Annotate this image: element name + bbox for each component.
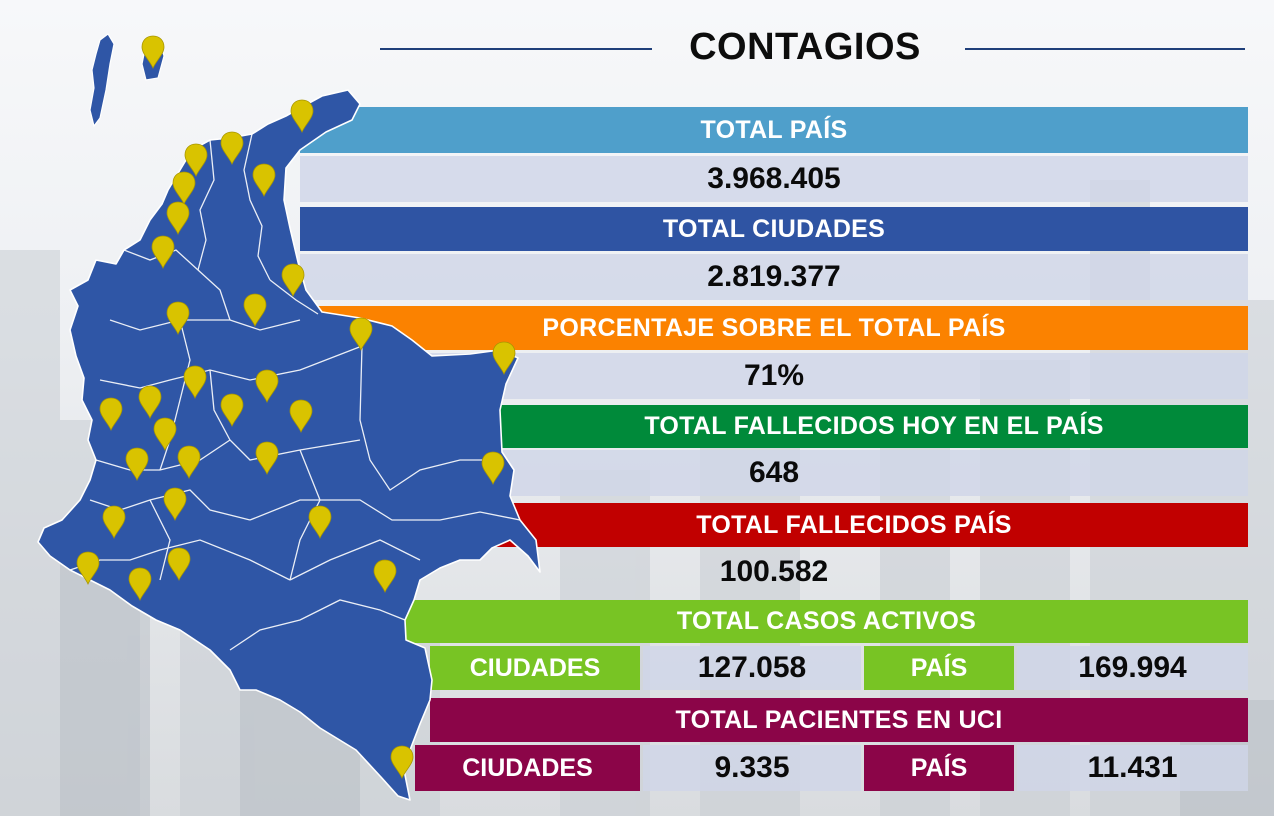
total-ciudades-value: 2.819.377	[300, 254, 1248, 300]
casos-activos-header: TOTAL CASOS ACTIVOS	[405, 600, 1248, 643]
title-line-right	[965, 48, 1245, 50]
casos-activos-ciudades-value: 127.058	[643, 646, 861, 690]
total-pais-value: 3.968.405	[300, 156, 1248, 202]
total-pais-header: TOTAL PAÍS	[300, 107, 1248, 153]
total-ciudades-header: TOTAL CIUDADES	[300, 207, 1248, 251]
colombia-map	[37, 33, 541, 801]
uci-ciudades-value: 9.335	[643, 745, 861, 791]
mainland-colombia	[37, 89, 541, 801]
title-line-left	[380, 48, 652, 50]
casos-activos-pais-value: 169.994	[1017, 646, 1248, 690]
fallecidos-pais-value: 100.582	[719, 555, 829, 588]
fallecidos-hoy-header: TOTAL FALLECIDOS HOY EN EL PAÍS	[500, 405, 1248, 448]
uci-pais-value: 11.431	[1017, 745, 1248, 791]
porcentaje-header: PORCENTAJE SOBRE EL TOTAL PAÍS	[300, 306, 1248, 350]
page-title: CONTAGIOS	[689, 26, 921, 68]
uci-header: TOTAL PACIENTES EN UCI	[430, 698, 1248, 742]
san-andres-island	[89, 33, 115, 128]
uci-ciudades-label: CIUDADES	[415, 745, 640, 791]
fallecidos-pais-header: TOTAL FALLECIDOS PAÍS	[460, 503, 1248, 547]
casos-activos-ciudades-label: CIUDADES	[430, 646, 640, 690]
uci-pais-label: PAÍS	[864, 745, 1014, 791]
casos-activos-pais-label: PAÍS	[864, 646, 1014, 690]
